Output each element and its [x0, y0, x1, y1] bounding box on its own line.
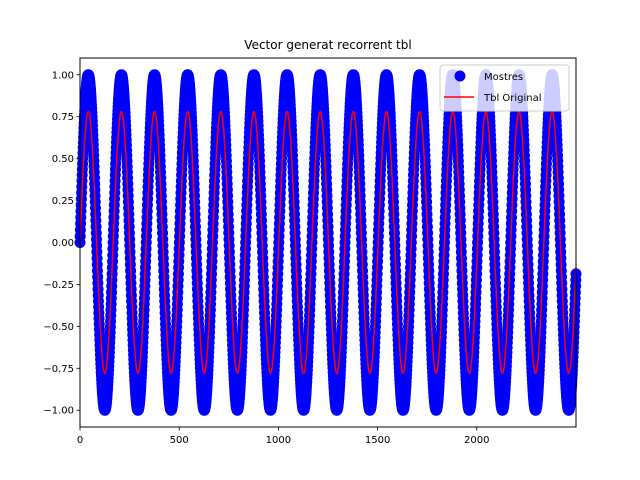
- original-series: [79, 110, 577, 375]
- y-tick-label: 0.75: [52, 112, 74, 123]
- x-axis-ticks: 0 500 1000 1500 2000: [77, 427, 490, 446]
- y-tick-label: 0.25: [52, 196, 74, 207]
- x-tick-label: 1500: [365, 435, 390, 446]
- legend-marker-mostres: [454, 70, 466, 82]
- x-tick-label: 1000: [266, 435, 291, 446]
- legend-box: [439, 64, 570, 112]
- legend-label-tbl-original: Tbl Original: [483, 93, 542, 104]
- y-axis-ticks: −1.00 −0.75 −0.50 −0.25 0.00 0.25 0.50 0.75 1.00: [43, 70, 80, 417]
- y-tick-label: 0.50: [52, 154, 74, 165]
- chart-title: Vector generat recorrent tbl: [244, 38, 411, 52]
- y-tick-label: −0.75: [43, 364, 74, 375]
- legend: Mostres Tbl Original: [439, 64, 570, 112]
- y-tick-label: −0.25: [43, 280, 74, 291]
- original-series-line: [79, 110, 577, 375]
- y-tick-label: −1.00: [43, 406, 74, 417]
- y-tick-label: −0.50: [43, 322, 74, 333]
- x-tick-label: 0: [77, 435, 83, 446]
- x-tick-label: 500: [170, 435, 189, 446]
- y-tick-label: 1.00: [52, 70, 74, 81]
- x-tick-label: 2000: [464, 435, 489, 446]
- legend-label-mostres: Mostres: [484, 72, 523, 83]
- y-tick-label: 0.00: [52, 238, 74, 249]
